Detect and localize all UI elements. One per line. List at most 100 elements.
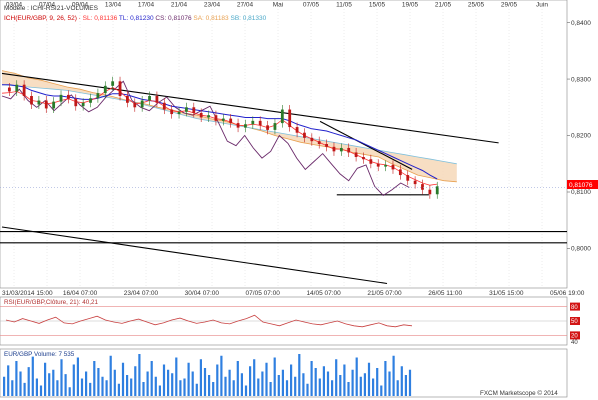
- candle-body: [376, 163, 380, 167]
- candle-body: [303, 132, 306, 138]
- volume-bar: [351, 369, 354, 396]
- candle-body: [258, 120, 262, 126]
- candle-body: [273, 123, 277, 130]
- volume-bar: [195, 383, 198, 396]
- volume-bar: [249, 366, 252, 396]
- candle-body: [22, 84, 26, 96]
- volume-bar: [15, 361, 18, 396]
- candle-body: [66, 94, 70, 99]
- volume-bar: [72, 364, 75, 396]
- rsi-tick-marker: [570, 331, 580, 340]
- candle-body: [103, 85, 107, 94]
- top-axis-tick: 13/04: [105, 2, 122, 9]
- trend-line: [1, 72, 499, 144]
- volume-bar: [294, 376, 297, 396]
- volume-bar: [105, 380, 108, 396]
- price-pane: 03/04 07/04 09/04 13/04 17/04 21/04 23/04 27/04…: [0, 0, 598, 297]
- volume-bar: [11, 380, 14, 396]
- volume-bar: [80, 378, 84, 396]
- legend-entry: SA: 0,81183: [192, 15, 229, 22]
- top-axis-tick: 09/04: [72, 2, 89, 9]
- volume-bar: [281, 369, 284, 396]
- ichimoku-lines: [0, 76, 567, 199]
- volume-bar: [171, 373, 174, 396]
- volume-bar: [76, 357, 79, 396]
- legend-entry: TL: 0,81230: [117, 15, 154, 22]
- volume-bar: [212, 382, 215, 396]
- candle-body: [170, 109, 174, 115]
- top-axis-tick: 07/04: [39, 2, 56, 9]
- top-axis-tick: 27/04: [237, 2, 254, 9]
- top-date-axis: 03/04 07/04 09/04 13/04 17/04 21/04 23/04 27/04…: [6, 2, 548, 9]
- volume-bar: [343, 364, 346, 396]
- volume-bar: [93, 361, 96, 396]
- top-axis-tick: 23/04: [204, 2, 221, 9]
- volume-bar: [19, 371, 22, 396]
- volume-bar: [162, 364, 166, 396]
- volume-bar: [23, 382, 26, 396]
- volume-bar: [64, 374, 67, 396]
- volume-bar: [355, 357, 358, 396]
- volume-bar: [113, 369, 116, 396]
- volume-bar: [335, 359, 338, 396]
- volume-bar: [27, 367, 30, 396]
- volume-bar: [224, 376, 227, 396]
- candle-body: [325, 144, 328, 147]
- volume-bar: [359, 376, 362, 396]
- volume-bar: [404, 375, 407, 396]
- candle-body: [295, 127, 299, 133]
- volume-bar: [109, 355, 112, 396]
- rsi-title: RSI(EUR/GBP,Clôture, 21): 40,21: [4, 299, 99, 306]
- volume-bar: [232, 380, 235, 396]
- candle-body: [44, 100, 48, 109]
- volume-bar: [347, 382, 350, 396]
- candle-body: [369, 159, 373, 164]
- bottom-date-axis: 31/03/2014 15:00 16/04 07:00 23/04 07:00 30…: [2, 290, 585, 297]
- candle-body: [339, 147, 343, 152]
- legend-entry: SL: 0,81136: [81, 15, 118, 22]
- volume-bar: [7, 365, 10, 396]
- candle-body: [177, 111, 181, 115]
- volume-bar: [191, 371, 194, 396]
- candle-body: [140, 100, 144, 108]
- volume-bar: [48, 373, 51, 396]
- volume-bar: [326, 371, 330, 396]
- candle-body: [266, 125, 269, 130]
- volume-bar: [318, 378, 321, 396]
- template-label: Modèle : ICHI-RSI21-VOLUMES: [4, 5, 99, 12]
- top-axis-tick: 29/05: [501, 2, 518, 9]
- candle-body: [133, 102, 137, 108]
- volume-bar: [400, 366, 403, 396]
- top-axis-tick: 17/04: [138, 2, 155, 9]
- volume-bar: [199, 359, 202, 396]
- bottom-axis-tick: 26/05 11:00: [428, 290, 462, 297]
- rsi-line: [5, 314, 413, 328]
- volume-bar: [138, 354, 141, 396]
- volume-bar: [179, 380, 182, 396]
- volume-bar: [367, 362, 371, 396]
- volume-bar: [298, 354, 301, 396]
- candle-body: [37, 100, 41, 105]
- volume-bar: [220, 355, 223, 396]
- candle-body: [214, 115, 218, 121]
- candle-body: [192, 107, 196, 113]
- volume-bar: [142, 382, 145, 396]
- volume-bar: [187, 362, 190, 396]
- y-axis-tick: 0,8400: [571, 20, 591, 27]
- candle-body: [74, 98, 78, 107]
- indicator-legend: ICH(EUR/GBP, 9, 26, 52) · SL: 0,81136 TL…: [4, 15, 267, 22]
- volume-bar: [273, 357, 276, 396]
- bottom-axis-tick: 23/04 07:00: [124, 290, 159, 297]
- candle-body: [236, 123, 240, 128]
- volume-bar: [290, 364, 293, 396]
- volume-bar: [146, 371, 149, 396]
- candle-body: [332, 146, 336, 152]
- bottom-axis-tick: 05/06 19:00: [550, 290, 585, 297]
- rsi-tick: 80: [571, 305, 578, 311]
- candle-body: [126, 96, 129, 103]
- volume-bar: [302, 373, 305, 396]
- volume-bars: [3, 354, 412, 396]
- cloud-fill: [2, 70, 457, 182]
- rsi-tick: 50: [571, 319, 578, 325]
- candle-body: [229, 118, 233, 124]
